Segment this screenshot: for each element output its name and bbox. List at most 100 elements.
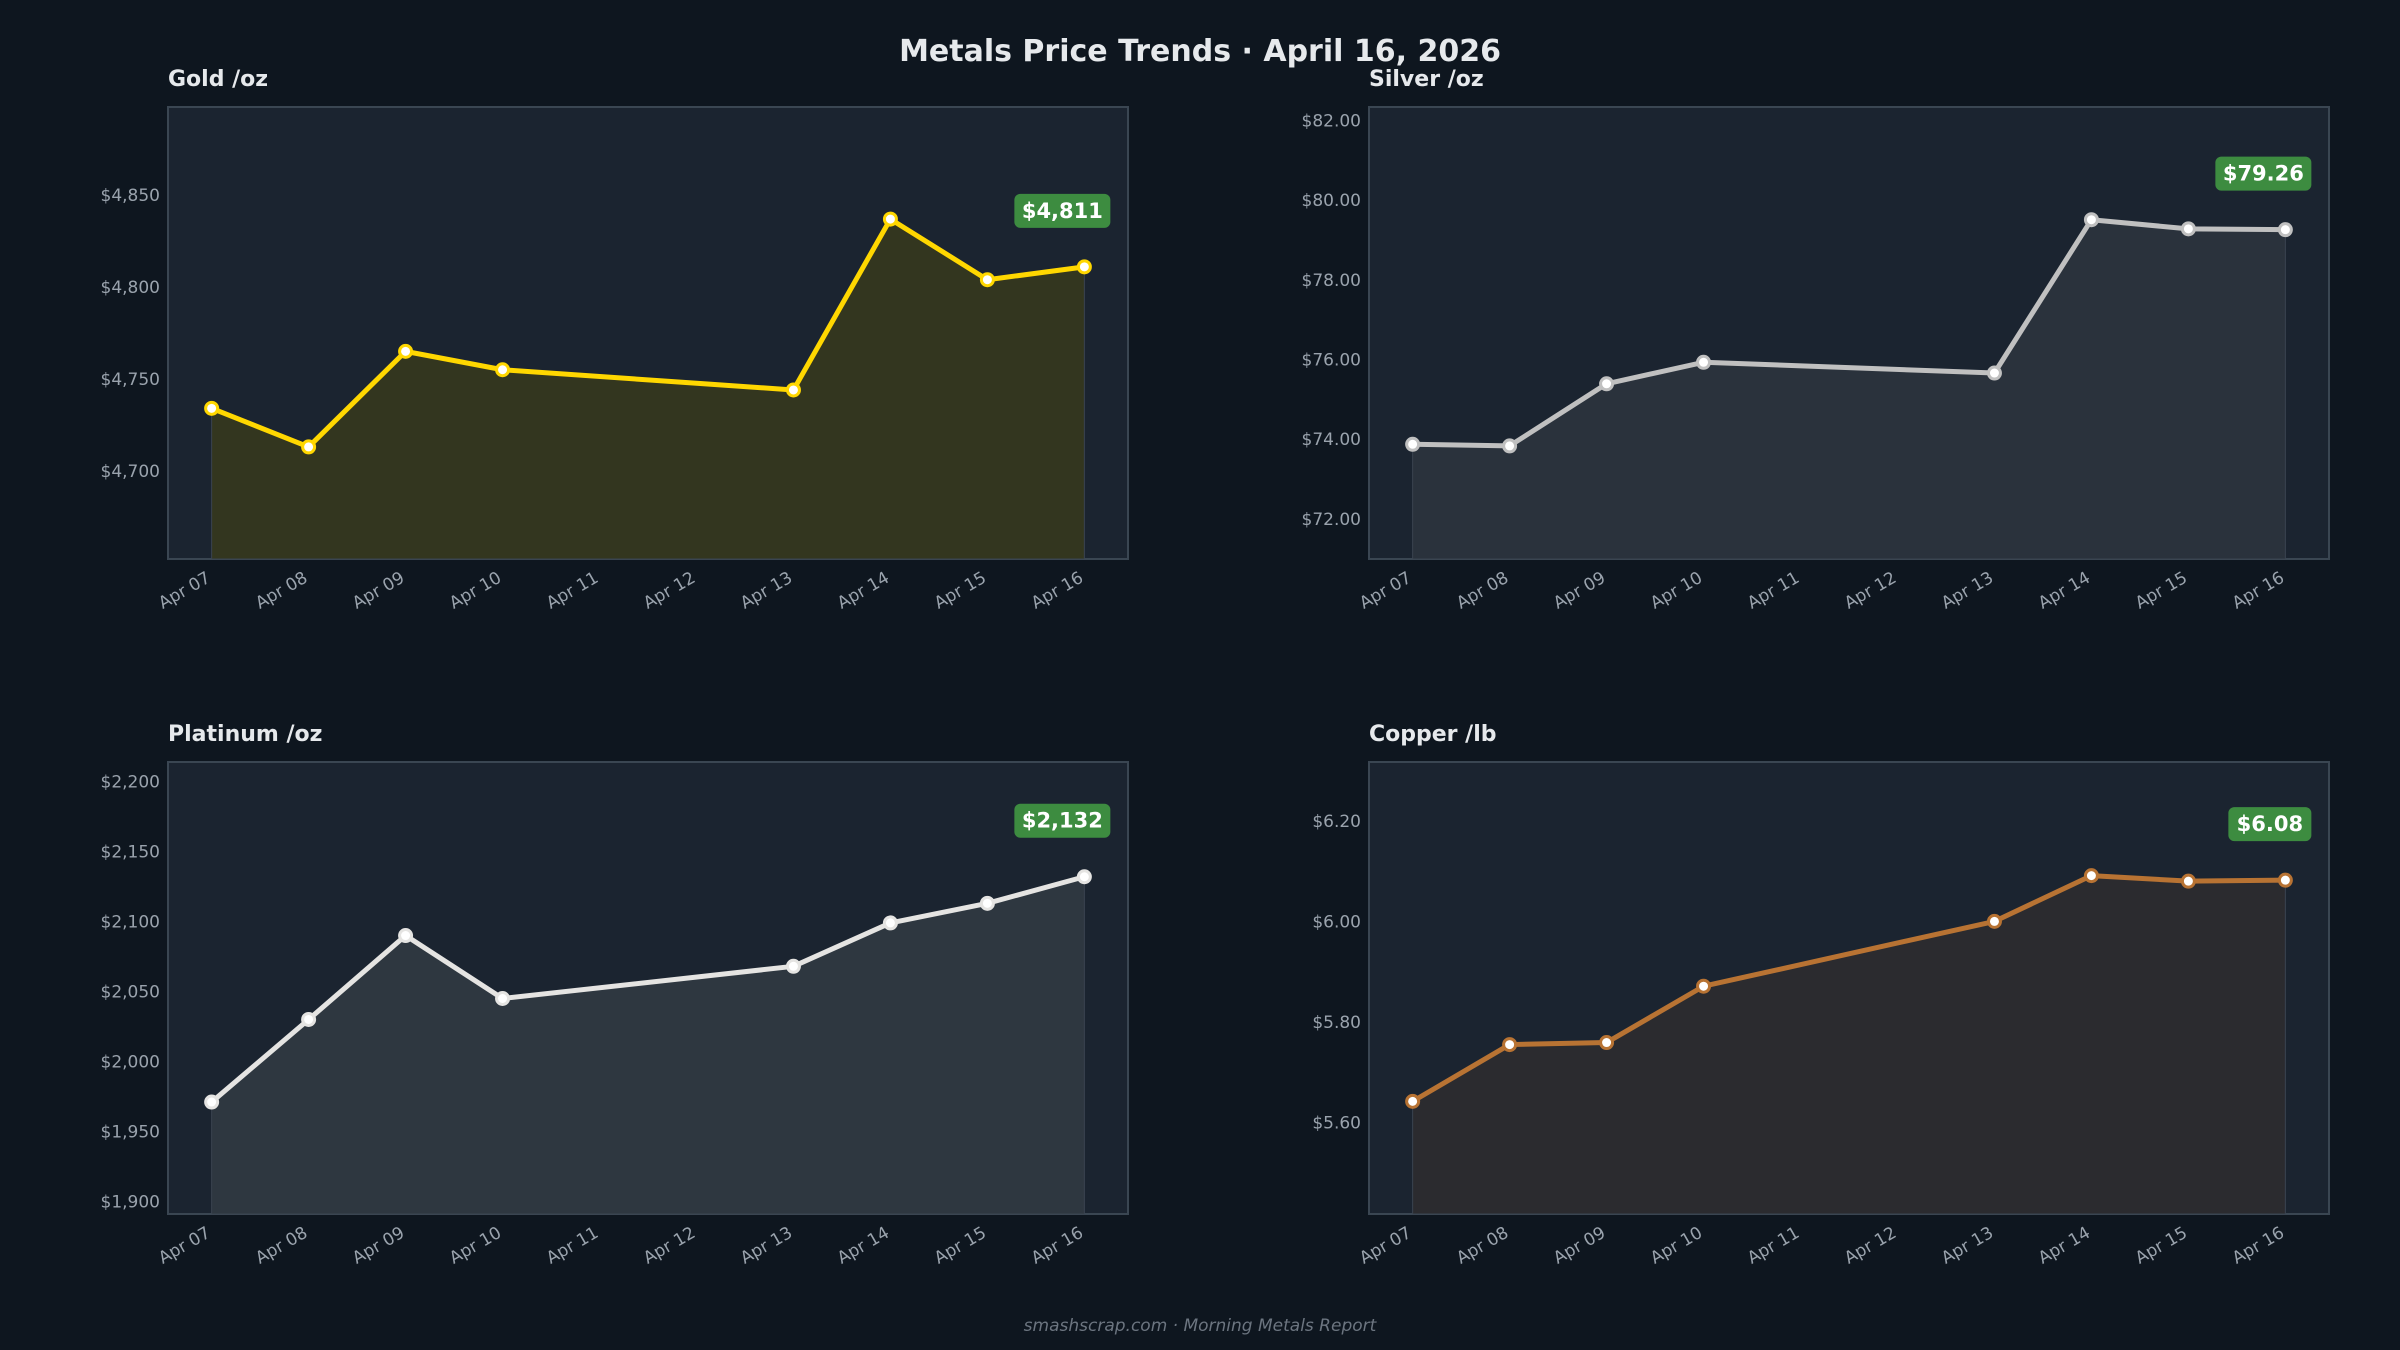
- y-tick-label: $4,850: [101, 186, 160, 206]
- data-point: [398, 928, 414, 944]
- data-point: [2277, 872, 2293, 888]
- y-tick-label: $80.00: [1302, 191, 1361, 211]
- data-point: [1599, 1035, 1615, 1051]
- chart-panel-2: Platinum /oz $1,900 $1,950 $2,000 $2,050 $2,1…: [101, 722, 1129, 1269]
- y-tick-label: $82.00: [1302, 112, 1361, 132]
- data-point: [2180, 221, 2196, 237]
- data-point: [882, 211, 898, 227]
- y-tick-label: $5.60: [1312, 1113, 1361, 1133]
- chart-panel-1: Silver /oz $72.00 $74.00 $76.00 $78.00 $80.00…: [1302, 67, 2330, 614]
- data-point: [2083, 868, 2099, 884]
- chart-panel-3: Copper /lb $5.60 $5.80 $6.00 $6.20 Apr 07 Apr …: [1312, 722, 2330, 1269]
- y-tick-label: $5.80: [1312, 1013, 1361, 1033]
- data-point: [1502, 438, 1518, 454]
- data-point: [495, 362, 511, 378]
- data-point: [2180, 873, 2196, 889]
- footer-credit: smashscrap.com · Morning Metals Report: [1023, 1316, 1377, 1336]
- x-tick-label: Apr 16: [2229, 1223, 2288, 1269]
- x-tick-label: Apr 10: [1647, 1223, 1706, 1269]
- page-title: Metals Price Trends · April 16, 2026: [899, 34, 1501, 69]
- last-price-badge: [1014, 193, 1111, 228]
- y-tick-label: $2,200: [101, 773, 160, 793]
- x-tick-label: Apr 16: [1028, 568, 1087, 614]
- data-point: [2277, 222, 2293, 238]
- x-tick-label: Apr 09: [349, 1223, 408, 1269]
- x-tick-label: Apr 15: [931, 568, 990, 614]
- x-tick-label: Apr 07: [1356, 1223, 1415, 1269]
- data-point: [301, 439, 317, 455]
- x-tick-label: Apr 11: [543, 1223, 602, 1269]
- x-tick-label: Apr 08: [1453, 568, 1512, 614]
- y-tick-label: $78.00: [1302, 271, 1361, 291]
- data-point: [979, 895, 995, 911]
- y-tick-label: $2,150: [101, 843, 160, 863]
- x-tick-label: Apr 08: [252, 1223, 311, 1269]
- x-tick-label: Apr 07: [1356, 568, 1415, 614]
- panel-title: Silver /oz: [1369, 67, 1484, 92]
- x-tick-label: Apr 13: [737, 568, 796, 614]
- data-point: [1986, 913, 2002, 929]
- series-line: [210, 216, 1085, 450]
- data-point: [1405, 436, 1421, 452]
- x-tick-label: Apr 15: [2132, 568, 2191, 614]
- data-point: [785, 958, 801, 974]
- series-line: [1412, 217, 2286, 449]
- x-tick-label: Apr 09: [1550, 1223, 1609, 1269]
- y-tick-label: $74.00: [1302, 430, 1361, 450]
- y-tick-label: $2,000: [101, 1052, 160, 1072]
- x-tick-label: Apr 08: [1453, 1223, 1512, 1269]
- data-point: [785, 382, 801, 398]
- last-price-badge: [2215, 156, 2312, 191]
- x-tick-label: Apr 07: [155, 568, 214, 614]
- y-tick-label: $1,900: [101, 1192, 160, 1212]
- data-point: [882, 915, 898, 931]
- data-point: [2083, 212, 2099, 228]
- data-point: [1696, 978, 1712, 994]
- panel-title: Gold /oz: [168, 67, 268, 92]
- y-tick-label: $2,100: [101, 913, 160, 933]
- x-tick-label: Apr 10: [1647, 568, 1706, 614]
- x-tick-label: Apr 13: [1938, 568, 1997, 614]
- x-tick-label: Apr 10: [446, 568, 505, 614]
- data-point: [1076, 869, 1092, 885]
- x-tick-label: Apr 11: [543, 568, 602, 614]
- data-point: [204, 400, 220, 416]
- y-tick-label: $2,050: [101, 982, 160, 1002]
- chart-panel-0: Gold /oz $4,700 $4,750 $4,800 $4,850 Apr 07 Ap…: [101, 67, 1129, 614]
- x-tick-label: Apr 14: [834, 568, 893, 614]
- x-tick-label: Apr 15: [931, 1223, 990, 1269]
- data-point: [1076, 259, 1092, 275]
- data-point: [979, 272, 995, 288]
- data-point: [1696, 354, 1712, 370]
- x-tick-label: Apr 12: [1841, 568, 1900, 614]
- y-tick-label: $4,700: [101, 462, 160, 482]
- x-tick-label: Apr 12: [640, 1223, 699, 1269]
- last-price-label: $2,132: [1022, 809, 1103, 833]
- data-point: [1502, 1037, 1518, 1053]
- last-price-label: $6.08: [2237, 812, 2303, 836]
- data-point: [204, 1094, 220, 1110]
- x-tick-label: Apr 13: [1938, 1223, 1997, 1269]
- data-point: [495, 990, 511, 1006]
- x-tick-label: Apr 14: [2035, 1223, 2094, 1269]
- last-price-label: $4,811: [1022, 199, 1103, 223]
- x-tick-label: Apr 07: [155, 1223, 214, 1269]
- series-line: [210, 874, 1086, 1104]
- x-tick-label: Apr 12: [1841, 1223, 1900, 1269]
- x-tick-label: Apr 16: [1028, 1223, 1087, 1269]
- x-tick-label: Apr 08: [252, 568, 311, 614]
- y-tick-label: $4,800: [101, 278, 160, 298]
- data-point: [398, 343, 414, 359]
- x-tick-label: Apr 09: [1550, 568, 1609, 614]
- panel-title: Copper /lb: [1369, 722, 1497, 747]
- last-price-label: $79.26: [2223, 162, 2304, 186]
- data-point: [1986, 365, 2002, 381]
- y-tick-label: $6.20: [1312, 812, 1361, 832]
- x-tick-label: Apr 15: [2132, 1223, 2191, 1269]
- y-tick-label: $72.00: [1302, 510, 1361, 530]
- data-point: [1599, 376, 1615, 392]
- last-price-badge: [2228, 807, 2312, 842]
- y-tick-label: $4,750: [101, 370, 160, 390]
- data-point: [1405, 1093, 1421, 1109]
- x-tick-label: Apr 09: [349, 568, 408, 614]
